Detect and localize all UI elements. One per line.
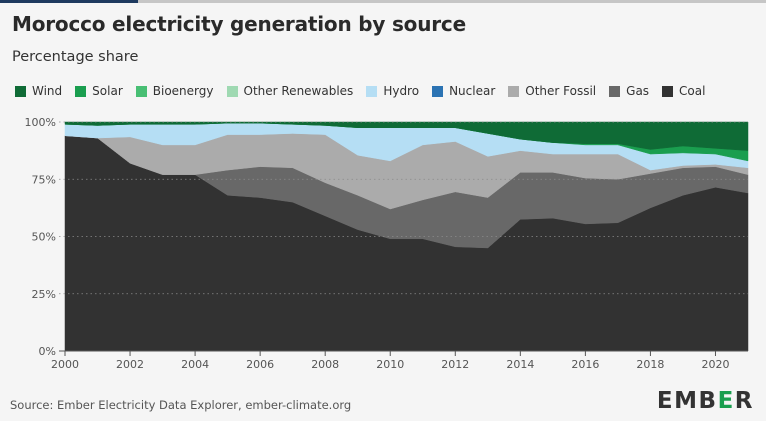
legend-item-hydro[interactable]: Hydro	[366, 84, 419, 98]
legend-item-other-renewables[interactable]: Other Renewables	[226, 84, 354, 98]
x-tick-label: 2008	[311, 358, 339, 370]
legend-item-gas[interactable]: Gas	[609, 84, 649, 98]
legend-swatch	[609, 85, 621, 97]
source-note: Source: Ember Electricity Data Explorer,…	[10, 398, 352, 412]
x-tick-label: 2004	[181, 358, 209, 370]
legend-label: Other Fossil	[525, 84, 597, 98]
legend-label: Gas	[626, 84, 650, 98]
logo-accent-letter: E	[717, 388, 735, 414]
top-bar-accent	[0, 0, 138, 3]
legend-item-other-fossil[interactable]: Other Fossil	[508, 84, 596, 98]
y-tick-label: 25%	[32, 288, 56, 301]
y-tick-label: 0%	[39, 345, 56, 358]
legend-label: Coal	[679, 84, 706, 98]
legend-label: Bioenergy	[152, 84, 214, 98]
page-title: Morocco electricity generation by source	[12, 12, 466, 36]
legend-swatch	[508, 85, 520, 97]
page-subtitle: Percentage share	[12, 49, 139, 65]
logo-letter: M	[674, 388, 699, 414]
chart-legend: Wind Solar Bioenergy Other Renewables Hydro N…	[15, 84, 718, 98]
legend-swatch	[226, 85, 238, 97]
y-tick-label: 75%	[32, 173, 56, 186]
legend-swatch	[662, 85, 674, 97]
x-tick-label: 2006	[246, 358, 274, 370]
legend-label: Nuclear	[449, 84, 496, 98]
legend-item-solar[interactable]: Solar	[75, 84, 123, 98]
stacked-area-chart: 0% 25% 50% 75% 100% 2000 2002 2004 2006 2008 2010 2…	[25, 116, 749, 370]
legend-item-nuclear[interactable]: Nuclear	[432, 84, 495, 98]
legend-swatch	[135, 85, 147, 97]
x-tick-label: 2002	[116, 358, 144, 370]
ember-logo: EMBER	[657, 388, 754, 414]
logo-letter: B	[698, 388, 718, 414]
x-tick-label: 2016	[571, 358, 599, 370]
logo-letter: E	[656, 388, 675, 414]
legend-swatch	[75, 85, 87, 97]
legend-swatch	[366, 85, 378, 97]
legend-swatch	[15, 85, 26, 97]
area-wind	[64, 121, 749, 151]
x-tick-label: 2010	[376, 358, 404, 370]
legend-label: Other Renewables	[243, 84, 354, 98]
legend-label: Solar	[92, 84, 123, 98]
legend-label: Hydro	[383, 84, 420, 98]
logo-letter: R	[734, 388, 754, 414]
legend-label: Wind	[32, 84, 63, 98]
x-tick-label: 2014	[506, 358, 534, 370]
y-tick-label: 50%	[32, 231, 56, 244]
y-tick-label: 100%	[25, 116, 56, 129]
x-tick-label: 2000	[51, 358, 79, 370]
logo-text: EMBER	[657, 388, 754, 414]
top-bar	[0, 0, 766, 3]
x-tick-label: 2018	[636, 358, 664, 370]
legend-item-wind[interactable]: Wind	[15, 84, 62, 98]
legend-item-coal[interactable]: Coal	[662, 84, 705, 98]
legend-swatch	[432, 85, 444, 97]
x-tick-label: 2012	[441, 358, 469, 370]
legend-item-bioenergy[interactable]: Bioenergy	[135, 84, 214, 98]
x-tick-label: 2020	[701, 358, 729, 370]
